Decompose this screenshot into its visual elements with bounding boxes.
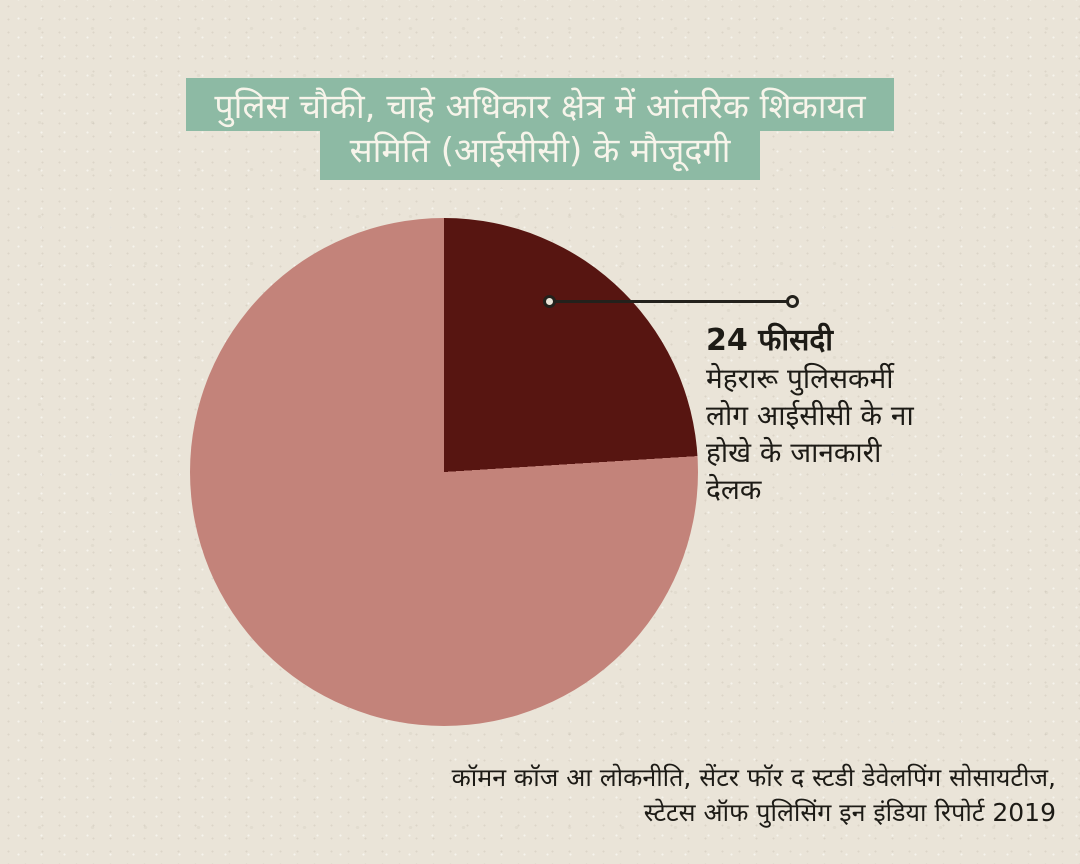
leader-dot-end-icon bbox=[786, 295, 799, 308]
chart-title-line-2: समिति (आईसीसी) के मौजूदगी bbox=[319, 131, 761, 181]
source-line-2: स्टेटस ऑफ पुलिसिंग इन इंडिया रिपोर्ट 201… bbox=[643, 798, 1056, 827]
chart-title-line-1: पुलिस चौकी, चाहे अधिकार क्षेत्र में आंतर… bbox=[186, 78, 894, 132]
callout-text-line: होखे के जानकारी bbox=[706, 436, 882, 469]
callout-text-line: लोग आईसीसी के ना bbox=[706, 399, 914, 432]
callout-text-line: देलक bbox=[706, 473, 762, 506]
pie-chart bbox=[190, 218, 698, 726]
callout-value: 24 फीसदी bbox=[706, 323, 834, 358]
callout-leader-line bbox=[543, 295, 799, 308]
callout-text-line: मेहरारू पुलिसकर्मी bbox=[706, 362, 894, 395]
chart-title: पुलिस चौकी, चाहे अधिकार क्षेत्र में आंतर… bbox=[0, 78, 1080, 181]
callout-label: 24 फीसदी मेहरारू पुलिसकर्मी लोग आईसीसी क… bbox=[706, 322, 986, 508]
leader-dot-start-icon bbox=[543, 295, 556, 308]
source-line-1: कॉमन कॉज आ लोकनीति, सेंटर फॉर द स्टडी डे… bbox=[451, 763, 1056, 792]
source-note: कॉमन कॉज आ लोकनीति, सेंटर फॉर द स्टडी डे… bbox=[416, 760, 1056, 830]
